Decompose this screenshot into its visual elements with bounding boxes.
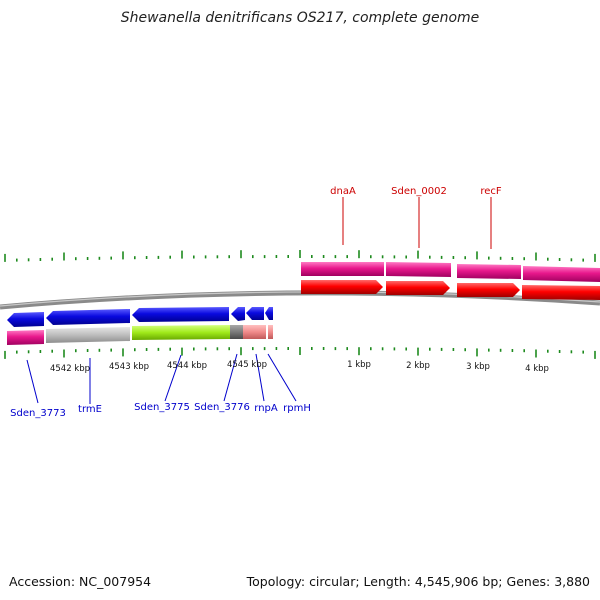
gene-feature-salmon[interactable]: [243, 325, 266, 339]
bottom-label-leaders: [26, 353, 297, 404]
gene-label-Sden_0002[interactable]: Sden_0002: [391, 186, 447, 197]
gene-dnaA[interactable]: [301, 280, 383, 294]
gene-rpmH[interactable]: [265, 307, 273, 320]
gene-Sden_3775[interactable]: [132, 307, 229, 322]
gene-feature-magenta[interactable]: [457, 264, 521, 279]
gene-label-Sden_3773[interactable]: Sden_3773: [10, 408, 66, 419]
gene-feature-magenta-left[interactable]: [7, 330, 44, 345]
gene-feature-magenta[interactable]: [301, 262, 384, 276]
gene-Sden_0002[interactable]: [386, 281, 450, 295]
gene-Sden_3773[interactable]: [7, 312, 44, 327]
gene-label-dnaA[interactable]: dnaA: [330, 186, 356, 197]
scale-label: 4544 kbp: [167, 361, 207, 371]
top-label-leaders: [342, 197, 492, 249]
gene-feature-salmon[interactable]: [268, 325, 273, 339]
scale-label: 4545 kbp: [227, 360, 267, 370]
accession-label: Accession: NC_007954: [9, 574, 152, 589]
length-text: Length: 4,545,906 bp;: [363, 574, 503, 589]
forward-strand-genes: [301, 262, 600, 300]
gene-rnpA[interactable]: [246, 307, 264, 320]
scale-label: 4 kbp: [525, 364, 549, 374]
gene-label-Sden_3775[interactable]: Sden_3775: [134, 402, 190, 413]
top-scale-ticks: [4, 250, 596, 262]
gene-trmE[interactable]: [46, 309, 130, 325]
genes-text: Genes: 3,880: [506, 574, 590, 589]
scale-labels: 4542 kbp 4543 kbp 4544 kbp 4545 kbp 1 kb…: [50, 360, 549, 374]
gene-red-right[interactable]: [522, 285, 600, 300]
gene-feature-magenta[interactable]: [386, 262, 451, 277]
page-title: Shewanella denitrificans OS217, complete…: [120, 10, 480, 26]
bottom-scale-ticks: [4, 347, 596, 359]
gene-feature-dark[interactable]: [230, 325, 243, 339]
top-gene-labels: dnaA Sden_0002 recF: [330, 186, 502, 197]
gene-recF[interactable]: [457, 283, 520, 297]
topology-text: Topology: circular;: [246, 574, 360, 589]
scale-label: 1 kbp: [347, 360, 371, 370]
genome-backbone: [0, 290, 600, 310]
genome-stats: Topology: circular; Length: 4,545,906 bp…: [247, 574, 590, 589]
scale-label: 4542 kbp: [50, 364, 90, 374]
gene-feature-green[interactable]: [132, 325, 230, 340]
genome-backbone-highlight: [0, 291, 600, 307]
gene-feature-gray[interactable]: [46, 327, 130, 343]
reverse-strand-genes: [7, 307, 273, 345]
gene-label-rpmH[interactable]: rpmH: [283, 403, 311, 414]
gene-label-rnpA[interactable]: rnpA: [254, 403, 278, 414]
scale-label: 2 kbp: [406, 361, 430, 371]
gene-Sden_3776[interactable]: [231, 307, 245, 321]
gene-feature-magenta[interactable]: [523, 266, 600, 282]
gene-label-Sden_3776[interactable]: Sden_3776: [194, 402, 250, 413]
scale-label: 4543 kbp: [109, 362, 149, 372]
scale-label: 3 kbp: [466, 362, 490, 372]
gene-label-recF[interactable]: recF: [480, 186, 502, 197]
bottom-gene-labels: Sden_3773 trmE Sden_3775 Sden_3776 rnpA …: [10, 402, 311, 419]
gene-label-trmE[interactable]: trmE: [78, 404, 102, 415]
